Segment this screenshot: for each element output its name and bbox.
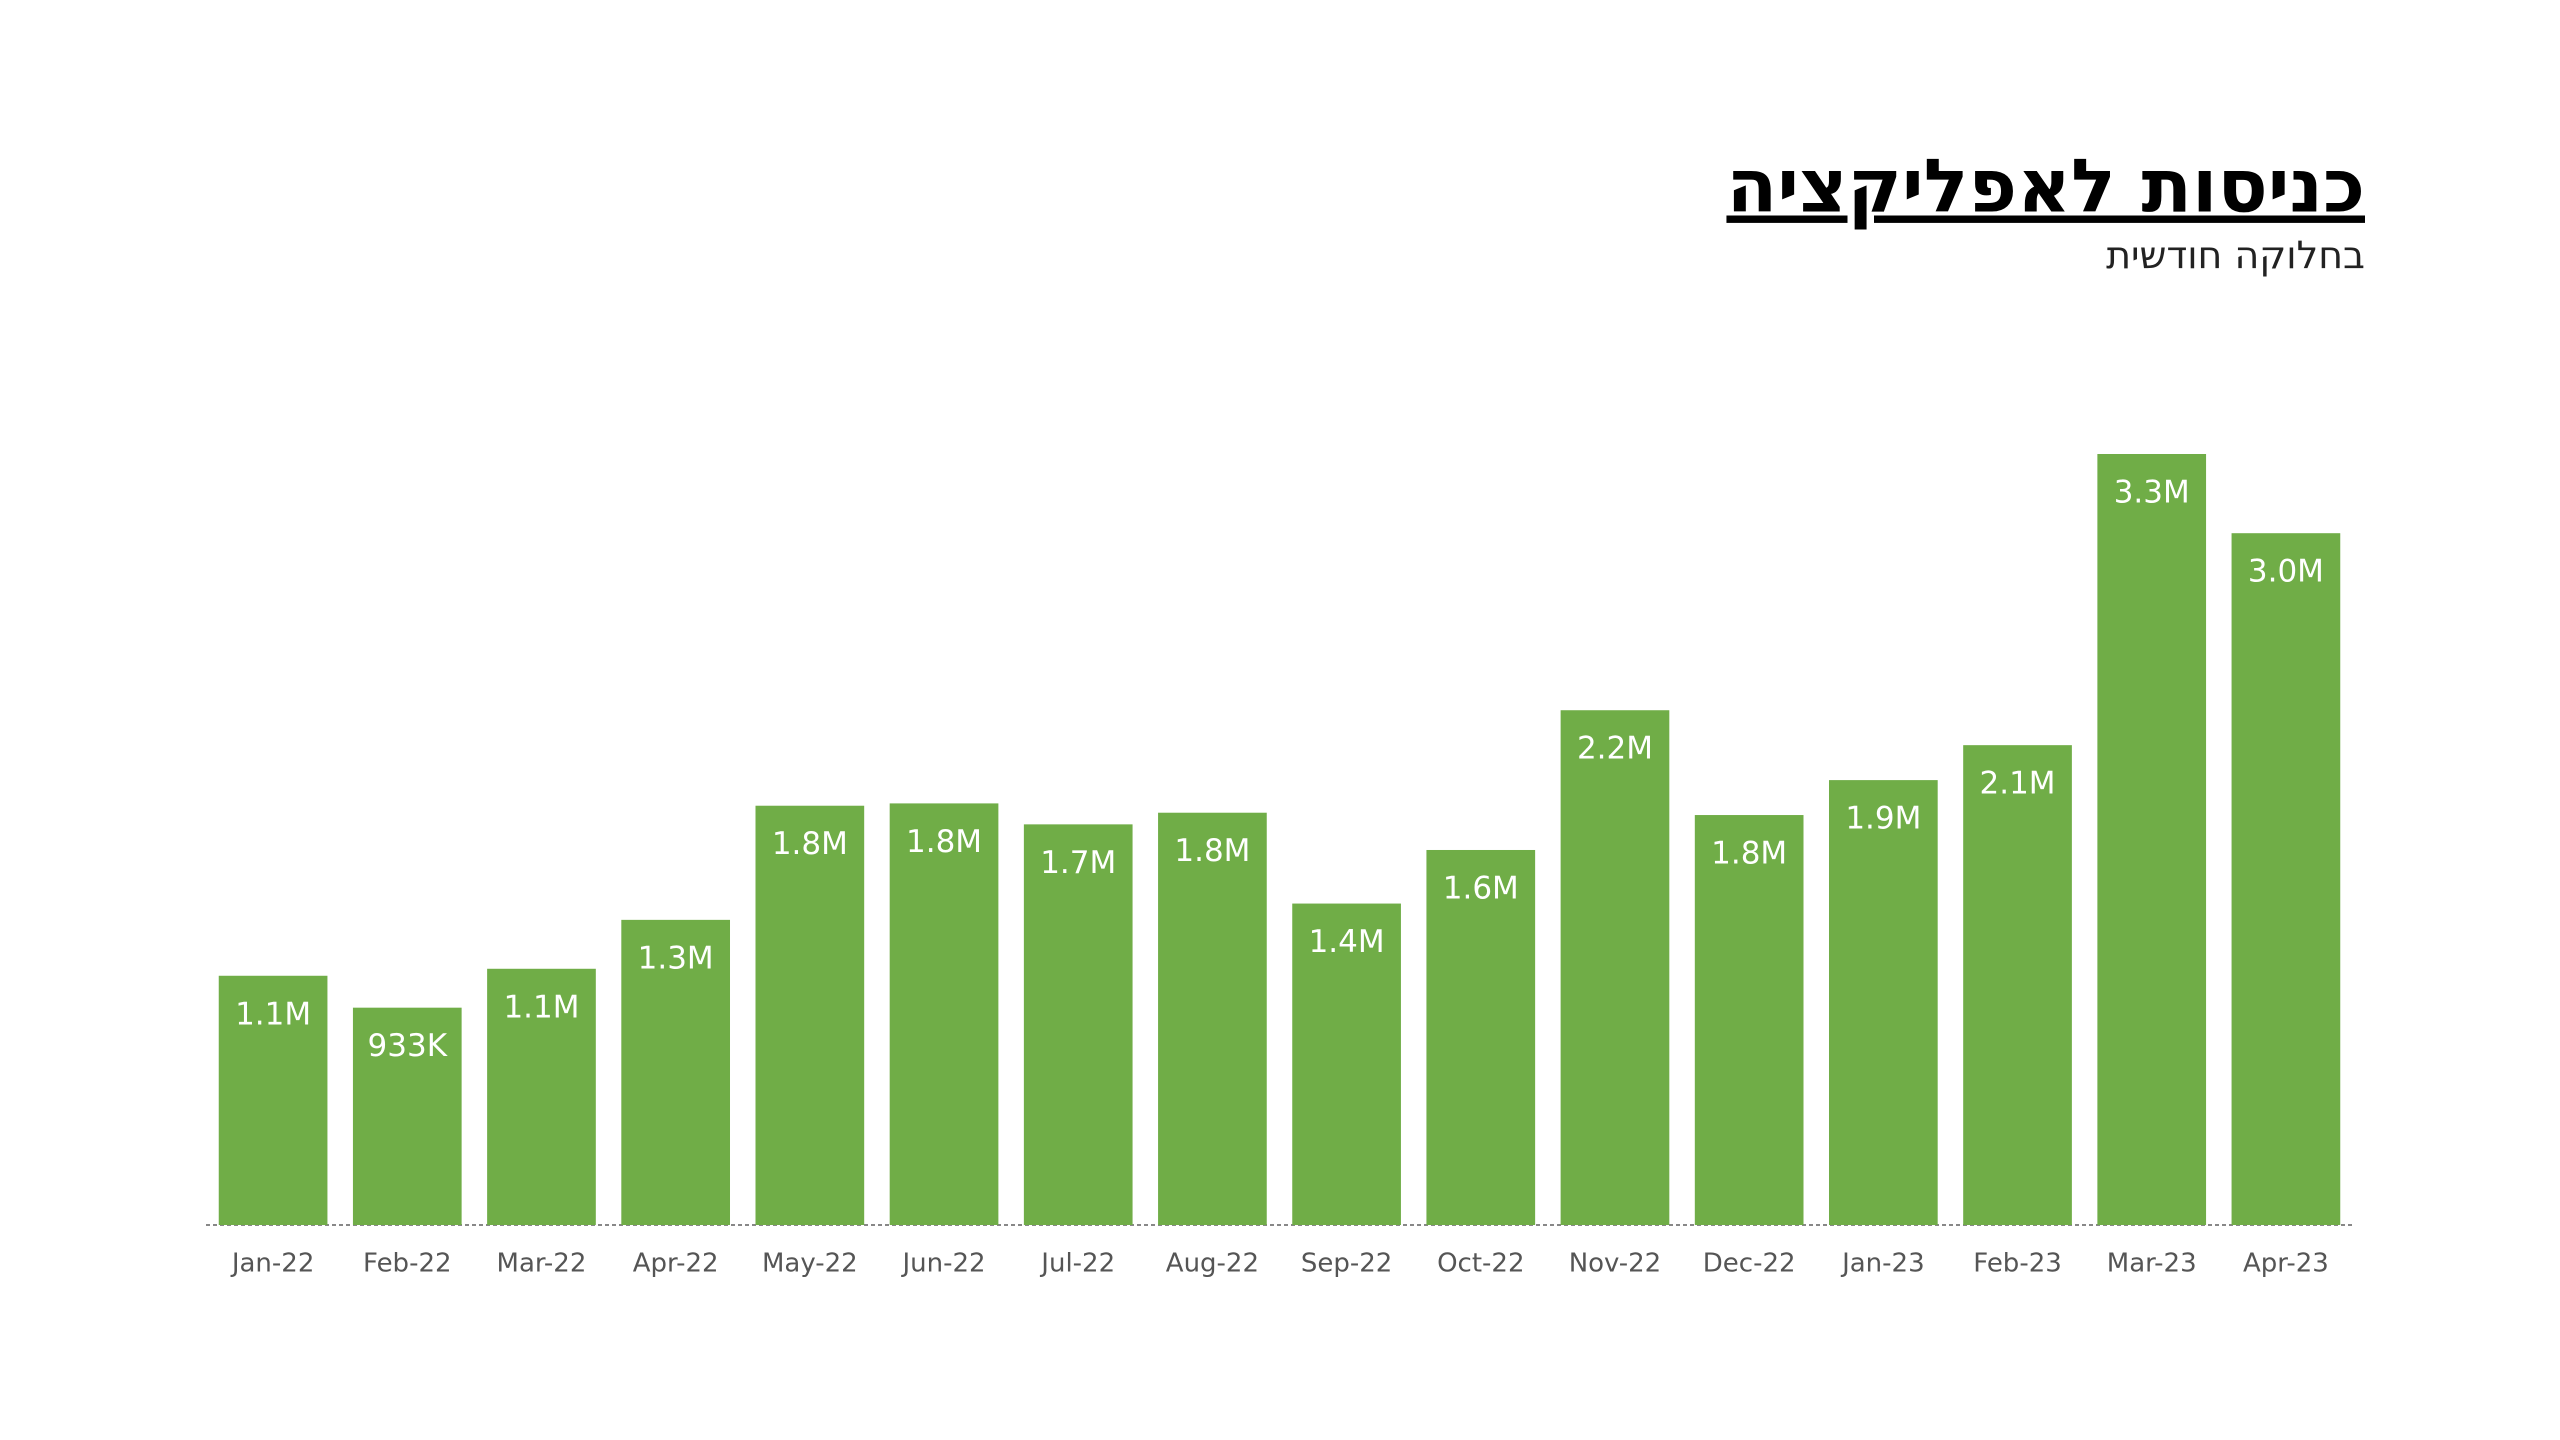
bar [1023,824,1133,1225]
x-tick-label: Mar-23 [2107,1249,2197,1279]
x-tick-label: Sep-22 [1301,1249,1392,1279]
x-tick-label: Aug-22 [1166,1249,1259,1279]
x-tick-label: Apr-22 [633,1249,719,1279]
x-tick-label: Feb-23 [1973,1249,2062,1279]
chart-title: כניסות לאפליקציה [1726,144,2365,230]
x-tick-label: Jul-22 [1039,1249,1115,1279]
bar [1963,745,2072,1225]
x-tick-label: Jan-23 [1840,1249,1925,1279]
bar [1426,849,1536,1225]
bar [1694,815,1804,1225]
value-label: 2.1M [1980,766,2056,802]
bar [1158,812,1267,1225]
value-label: 3.3M [2114,475,2190,511]
bar [352,1007,462,1225]
value-label: 1.1M [503,989,579,1025]
x-tick-label: Nov-22 [1569,1249,1662,1279]
value-label: 1.6M [1443,870,1519,906]
x-tick-label: Jan-22 [230,1249,315,1279]
value-label: 1.3M [638,940,714,976]
value-label: 1.7M [1040,845,1116,881]
value-label: 2.2M [1577,731,1653,767]
value-label: 1.8M [1174,833,1250,869]
bar [1828,780,1938,1225]
value-label: 3.0M [2248,554,2324,590]
x-tick-label: Dec-22 [1703,1249,1796,1279]
value-label: 1.4M [1309,924,1385,960]
x-tick-label: May-22 [762,1249,858,1279]
x-tick-label: Apr-23 [2243,1249,2329,1279]
bar [755,805,865,1225]
chart-subtitle: בחלוקה חודשית [2106,234,2365,278]
bar [889,803,999,1225]
x-tick-label: Jun-22 [900,1249,985,1279]
bar [1292,903,1401,1225]
bar [1560,710,1670,1225]
value-label: 1.8M [772,826,848,862]
x-tick-label: Feb-22 [363,1249,452,1279]
value-label: 1.9M [1845,801,1921,837]
bar [2231,533,2341,1225]
x-tick-label: Mar-22 [497,1249,587,1279]
value-label: 1.8M [906,824,982,860]
bar [2097,454,2207,1225]
value-label: 1.8M [1711,836,1787,872]
bar [621,919,731,1225]
bar [218,975,328,1225]
value-label: 1.1M [235,996,311,1032]
value-label: 933K [368,1028,448,1064]
x-tick-label: Oct-22 [1437,1249,1524,1279]
bar [487,968,596,1225]
